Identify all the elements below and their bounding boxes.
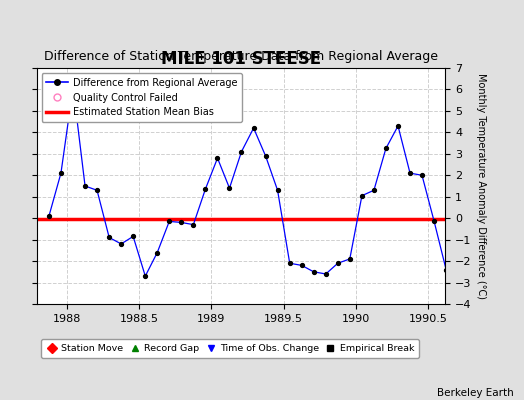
Legend: Station Move, Record Gap, Time of Obs. Change, Empirical Break: Station Move, Record Gap, Time of Obs. C… bbox=[41, 340, 419, 358]
Text: Berkeley Earth: Berkeley Earth bbox=[437, 388, 514, 398]
Y-axis label: Monthly Temperature Anomaly Difference (°C): Monthly Temperature Anomaly Difference (… bbox=[475, 73, 486, 299]
Title: MILE 101 STEESE: MILE 101 STEESE bbox=[161, 50, 321, 68]
Text: Difference of Station Temperature Data from Regional Average: Difference of Station Temperature Data f… bbox=[44, 50, 438, 63]
